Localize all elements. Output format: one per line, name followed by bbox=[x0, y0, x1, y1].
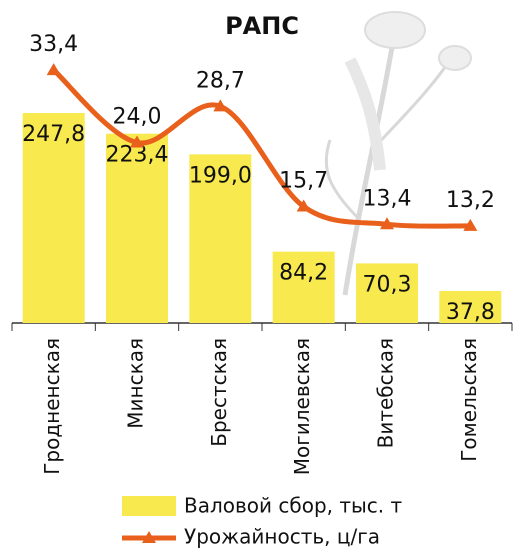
x-tick-label: Гомельская bbox=[457, 338, 481, 462]
data-label: 28,7 bbox=[196, 68, 245, 93]
data-label: 199,0 bbox=[189, 163, 252, 188]
legend-label: Урожайность, ц/га bbox=[184, 525, 380, 549]
data-label: 247,8 bbox=[22, 122, 85, 147]
data-label: 70,3 bbox=[363, 272, 412, 297]
plant-illustration bbox=[326, 12, 471, 295]
line-marker bbox=[47, 63, 61, 75]
chart-title: РАПС bbox=[225, 12, 299, 40]
data-label: 13,4 bbox=[363, 186, 412, 211]
x-tick-label: Гродненская bbox=[40, 338, 64, 475]
data-label: 33,4 bbox=[29, 32, 78, 57]
x-tick-label: Витебская bbox=[374, 338, 398, 448]
data-label: 15,7 bbox=[279, 169, 328, 194]
x-tick-label: Могилевская bbox=[290, 338, 314, 475]
data-label: 37,8 bbox=[446, 300, 495, 325]
legend-swatch bbox=[122, 496, 176, 516]
data-label: 84,2 bbox=[279, 261, 328, 286]
x-tick-label: Минская bbox=[124, 338, 148, 429]
chart: РАПС Валовой сбор, тыс. т Урожайность, ц… bbox=[0, 0, 515, 551]
data-label: 24,0 bbox=[113, 105, 162, 130]
x-tick-label: Брестская bbox=[207, 338, 231, 447]
legend-label: Валовой сбор, тыс. т bbox=[184, 494, 403, 518]
data-label: 13,2 bbox=[446, 188, 495, 213]
